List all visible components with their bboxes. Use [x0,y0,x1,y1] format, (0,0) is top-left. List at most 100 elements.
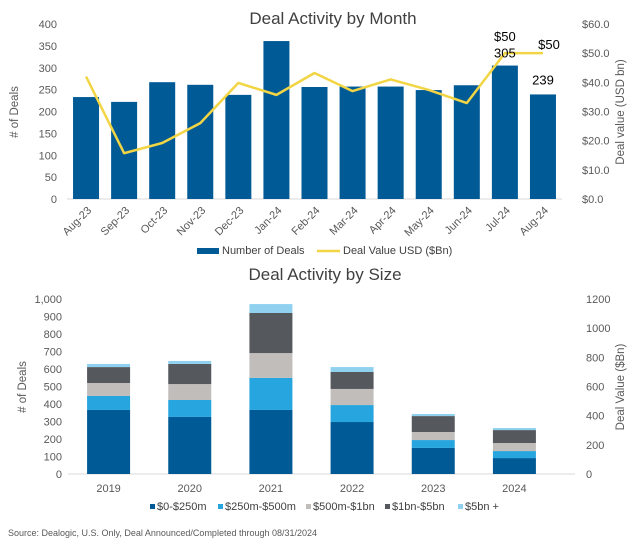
y-axis-label-month: # of Deals [9,86,21,138]
data-label: 305 [494,46,516,61]
chart-title-month: Deal Activity by Month [249,9,416,28]
legend-swatch-deals [197,248,219,254]
stacked-bar-segment [492,458,536,474]
x-tick-label: Nov-23 [175,205,209,239]
x-tick-label: 2020 [178,483,202,495]
stacked-bar-segment [249,409,293,474]
data-label: 239 [532,72,554,87]
stacked-bar-segment [330,371,374,389]
bar-deals [263,41,290,199]
legend-swatch [385,504,390,509]
y2-tick-label: 800 [586,352,604,364]
stacked-bar-segment [87,383,131,396]
bar-deals [149,82,176,199]
stacked-bar-segment [411,416,455,432]
y2-tick-label: $10.0 [582,165,610,177]
y-tick-label: 800 [44,329,62,341]
stacked-bar-segment [492,427,536,431]
y-tick-label: 400 [39,19,57,31]
legend-label-deals: Number of Deals [222,245,305,257]
y-tick-label: 50 [45,172,57,184]
y2-tick-label: 1000 [586,323,610,335]
stacked-bar-segment [411,413,455,417]
x-tick-label: Sep-23 [99,205,133,239]
y-tick-label: 400 [44,399,62,411]
stacked-bar-segment [492,443,536,452]
source-note: Source: Dealogic, U.S. Only, Deal Announ… [8,528,317,538]
legend-label: $5bn + [465,501,499,513]
y2-tick-label: $20.0 [582,136,610,148]
x-tick-label: Dec-23 [213,205,247,239]
stacked-bar-segment [87,409,131,474]
x-tick-label: Oct-23 [138,205,170,237]
legend-label: $500m-$1bn [313,501,375,513]
y2-axis-label-month: Deal value (USD bn) [615,59,627,165]
y-tick-label: 1,000 [34,294,62,306]
stacked-bar-segment [168,384,212,400]
bar-deals [529,94,556,199]
x-tick-label: Mar-24 [328,205,361,238]
y2-tick-label: $30.0 [582,107,610,119]
y2-tick-label: 600 [586,382,604,394]
y2-tick-label: 400 [586,411,604,423]
y-tick-label: 100 [44,452,62,464]
x-tick-label: 2023 [421,483,445,495]
stacked-bar-segment [168,399,212,417]
legend-label: $0-$250m [157,501,207,513]
x-tick-label: 2021 [259,483,283,495]
y2-tick-label: 1200 [586,294,610,306]
bar-deals [187,84,214,199]
bar-deals [225,94,252,199]
stacked-bar-segment [249,304,293,313]
bar-deals [377,86,404,199]
y-tick-label: 100 [39,150,57,162]
x-tick-label: 2022 [340,483,364,495]
stacked-bar-segment [249,353,293,378]
legend-label-value: Deal Value USD ($Bn) [343,245,452,257]
y-tick-label: 500 [44,382,62,394]
data-label: $50 [494,29,516,44]
y2-tick-label: 0 [586,469,592,481]
y2-tick-label: $40.0 [582,77,610,89]
x-tick-label: Apr-24 [367,205,399,237]
x-tick-label: Feb-24 [289,205,322,238]
stacked-bar-segment [411,432,455,441]
stacked-bar-segment [87,363,131,368]
stacked-bar-segment [249,377,293,410]
stacked-bar-segment [330,422,374,474]
stacked-bar-segment [249,313,293,354]
stacked-bar-segment [87,395,131,410]
y2-tick-label: $0.0 [582,194,603,206]
x-tick-label: Jun-24 [443,205,475,237]
y-tick-label: 700 [44,347,62,359]
stacked-bar-segment [87,367,131,383]
y-axis-label-size: # of Deals [17,361,29,413]
stacked-bar-segment [492,430,536,444]
y2-axis-label-size: Deal Value ($Bn) [615,343,627,430]
stacked-bar-segment [330,405,374,423]
bar-deals [491,65,518,199]
y2-tick-label: 200 [586,440,604,452]
bar-deals [301,87,328,199]
y-tick-label: 0 [51,194,57,206]
stacked-bar-segment [168,360,212,364]
legend-swatch [458,504,463,509]
x-tick-label: Aug-23 [61,205,95,239]
stacked-bar-segment [330,367,374,372]
bar-deals [415,90,442,199]
legend-swatch [306,504,311,509]
bar-deals [339,86,366,199]
month-chart: 0 50 100 150 200 250 300 350 400 $0.0 $10.0 $20.0 $3… [39,19,610,257]
y-tick-label: 900 [44,312,62,324]
stacked-bar-segment [330,388,374,406]
x-tick-label: May-24 [402,205,436,239]
x-tick-label: Jul-24 [483,205,513,235]
y2-tick-label: $50.0 [582,48,610,60]
y-tick-label: 0 [56,469,62,481]
y-tick-label: 350 [39,41,57,53]
x-tick-label: 2019 [96,483,120,495]
stacked-bar-segment [492,451,536,459]
line-deal-value [84,51,543,155]
x-tick-label: Jan-24 [252,205,284,237]
